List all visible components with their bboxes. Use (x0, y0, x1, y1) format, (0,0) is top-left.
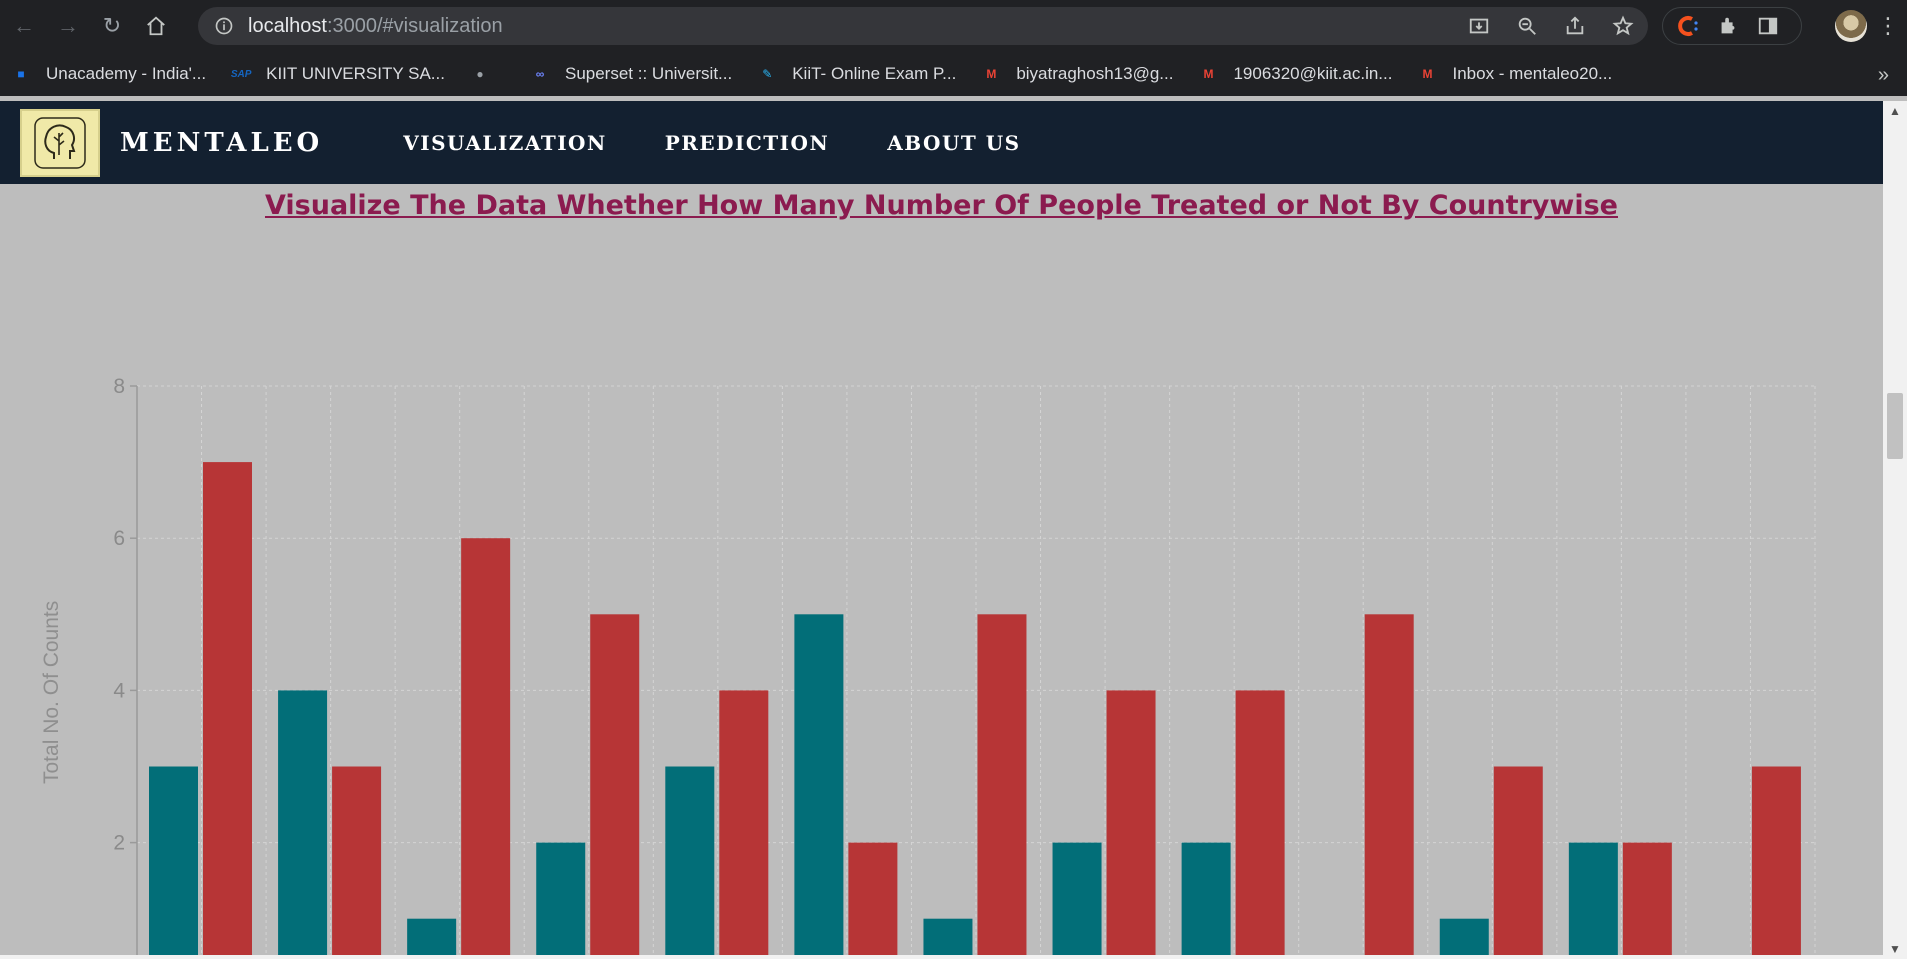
nav-visualization[interactable]: VISUALIZATION (403, 130, 607, 155)
y-tick-label: 6 (113, 527, 125, 550)
y-axis-title: Total No. Of Counts (40, 600, 63, 784)
brain-logo-icon[interactable] (20, 108, 100, 177)
bookmark-label: KIIT UNIVERSITY SA... (266, 64, 445, 83)
gmail-icon: M (1203, 67, 1214, 81)
home-icon[interactable] (136, 6, 176, 46)
browser-menu-icon[interactable]: ⋮ (1877, 13, 1899, 38)
bar (149, 766, 198, 959)
browser-toolbar: ← → ↻ localhost:3000/#visualization ⋮ (0, 0, 1907, 52)
bar (1106, 690, 1156, 959)
bookmarks-overflow-icon[interactable]: » (1877, 64, 1889, 86)
bookmark-item[interactable]: ✎ KiiT- Online Exam P... (756, 63, 956, 85)
chart-area: 2 4 6 8 Total No. Of Counts (0, 184, 1883, 959)
globe-icon: ● (476, 67, 484, 81)
bar (794, 614, 844, 959)
treated-by-country-chart: 2 4 6 8 (113, 375, 1816, 959)
bookmark-item[interactable]: SAP KIIT UNIVERSITY SA... (230, 63, 445, 85)
bar (332, 766, 382, 959)
bookmark-label: KiiT- Online Exam P... (792, 64, 957, 83)
brand-name[interactable]: MENTALEO (120, 127, 324, 158)
edit-icon: ✎ (762, 67, 773, 81)
bar (278, 690, 328, 959)
bookmarks-bar: ■ Unacademy - India'... SAP KIIT UNIVERSITY… (0, 52, 1907, 96)
site-info-icon[interactable] (214, 16, 234, 36)
bar (1751, 766, 1801, 959)
bar (848, 842, 898, 959)
bookmark-item[interactable]: ■ Unacademy - India'... (10, 63, 206, 85)
extensions-puzzle-icon[interactable] (1711, 9, 1745, 43)
bar (590, 614, 640, 959)
y-tick-label: 4 (113, 679, 125, 702)
nav-prediction[interactable]: PREDICTION (664, 130, 830, 155)
bookmark-star-icon[interactable] (1604, 7, 1642, 45)
bar (719, 690, 769, 959)
extension-c-icon[interactable] (1671, 9, 1705, 43)
sap-icon: SAP (230, 68, 252, 80)
y-tick-label: 8 (113, 375, 125, 398)
superset-icon: ∞ (535, 67, 545, 81)
bookmark-label: biyatraghosh13@g... (1016, 64, 1174, 83)
gmail-icon: M (986, 67, 997, 81)
forward-icon[interactable]: → (57, 13, 79, 38)
bookmark-label: Superset :: Universit... (564, 64, 733, 83)
scroll-up-icon[interactable]: ▲ (1889, 104, 1901, 118)
bar (665, 766, 715, 959)
side-panel-icon[interactable] (1751, 9, 1785, 43)
gmail-icon: M (1422, 67, 1433, 81)
bookmark-label: 1906320@kiit.ac.in... (1233, 64, 1393, 83)
bar (1181, 842, 1231, 959)
back-icon[interactable]: ← (13, 13, 35, 38)
zoom-icon[interactable] (1508, 7, 1546, 45)
reload-icon[interactable]: ↻ (102, 13, 122, 38)
install-icon[interactable] (1460, 7, 1498, 45)
bar (407, 918, 457, 959)
bar (1622, 842, 1672, 959)
bar (1568, 842, 1618, 959)
page-scrollbar[interactable]: ▲ ▼ (1883, 101, 1907, 959)
bookmark-item[interactable]: M Inbox - mentaleo20... (1416, 63, 1612, 85)
y-tick-label: 2 (113, 832, 125, 855)
bookmark-item[interactable]: M 1906320@kiit.ac.in... (1197, 63, 1392, 85)
bar (923, 918, 973, 959)
bar (1364, 614, 1414, 959)
url-text[interactable]: localhost:3000/#visualization (248, 14, 503, 37)
main-nav: VISUALIZATION PREDICTION ABOUT US (403, 131, 1020, 155)
page-heading: Visualize The Data Whether How Many Numb… (264, 190, 1618, 221)
bar (977, 614, 1027, 959)
bar (1235, 690, 1285, 959)
bookmark-item[interactable]: ● (469, 63, 505, 85)
scroll-thumb[interactable] (1887, 393, 1903, 459)
bar (1052, 842, 1102, 959)
unacademy-icon: ■ (17, 67, 25, 81)
bookmark-label: Unacademy - India'... (46, 64, 207, 83)
bookmark-label: Inbox - mentaleo20... (1452, 64, 1613, 83)
nav-about-us[interactable]: ABOUT US (887, 130, 1021, 155)
share-icon[interactable] (1556, 7, 1594, 45)
profile-avatar[interactable] (1835, 10, 1867, 42)
app-header: MENTALEO VISUALIZATION PREDICTION ABOUT … (0, 101, 1883, 184)
address-bar[interactable]: localhost:3000/#visualization (198, 7, 1648, 45)
bar (536, 842, 586, 959)
bookmark-item[interactable]: ∞ Superset :: Universit... (529, 63, 733, 85)
bar (1493, 766, 1543, 959)
bar (203, 462, 252, 959)
horizontal-scrollbar (0, 955, 1883, 959)
scroll-down-icon[interactable]: ▼ (1889, 942, 1901, 956)
bar (1439, 918, 1489, 959)
extensions-area (1662, 7, 1802, 45)
bar (461, 538, 511, 959)
